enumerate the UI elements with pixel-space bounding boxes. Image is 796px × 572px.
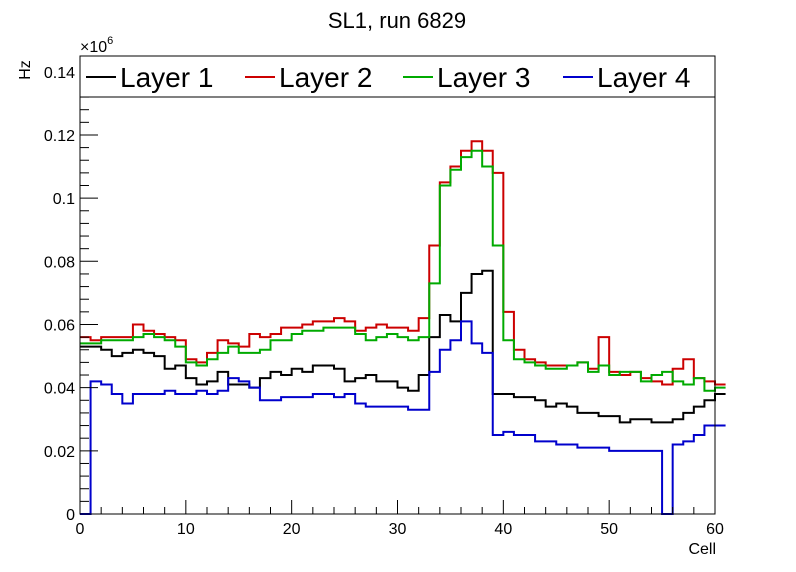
legend: Layer 1 Layer 2 Layer 3 Layer 4 bbox=[79, 55, 716, 98]
series-line-layer-4 bbox=[80, 320, 726, 515]
y-exponent-label: ×106 bbox=[80, 35, 113, 56]
y-exponent-power: 6 bbox=[107, 35, 113, 47]
y-tick-label: 0.12 bbox=[44, 128, 75, 145]
series-line-layer-3 bbox=[80, 149, 726, 392]
y-tick-label: 0.02 bbox=[44, 444, 75, 461]
y-axis-label: Hz bbox=[17, 60, 34, 80]
x-tick-label: 60 bbox=[706, 521, 724, 538]
x-tick-label: 50 bbox=[600, 521, 618, 538]
y-tick-label: 0.14 bbox=[44, 65, 75, 82]
legend-label-layer-3: Layer 3 bbox=[437, 62, 530, 93]
x-tick-label: 0 bbox=[76, 521, 85, 538]
axes-group: 0 10 20 30 40 50 60 0 0.02 0.04 0.06 0.08 0.1 0.12 0.1… bbox=[44, 58, 724, 538]
x-tick-label: 40 bbox=[494, 521, 512, 538]
y-tick-label: 0.06 bbox=[44, 317, 75, 334]
series-line-layer-1 bbox=[80, 269, 726, 424]
series-group bbox=[80, 140, 726, 515]
legend-box bbox=[79, 55, 716, 98]
x-tick-label: 20 bbox=[283, 521, 301, 538]
y-tick-label: 0 bbox=[66, 507, 75, 524]
legend-label-layer-1: Layer 1 bbox=[120, 62, 213, 93]
y-exponent-base: ×10 bbox=[80, 39, 107, 56]
chart-title: SL1, run 6829 bbox=[328, 8, 466, 33]
x-axis-label: Cell bbox=[688, 541, 716, 558]
y-tick-label: 0.08 bbox=[44, 254, 75, 271]
x-tick-label: 10 bbox=[177, 521, 195, 538]
y-tick-label: 0.04 bbox=[44, 381, 75, 398]
y-tick-label: 0.1 bbox=[53, 191, 75, 208]
x-tick-label: 30 bbox=[389, 521, 407, 538]
legend-label-layer-4: Layer 4 bbox=[597, 62, 690, 93]
legend-label-layer-2: Layer 2 bbox=[279, 62, 372, 93]
